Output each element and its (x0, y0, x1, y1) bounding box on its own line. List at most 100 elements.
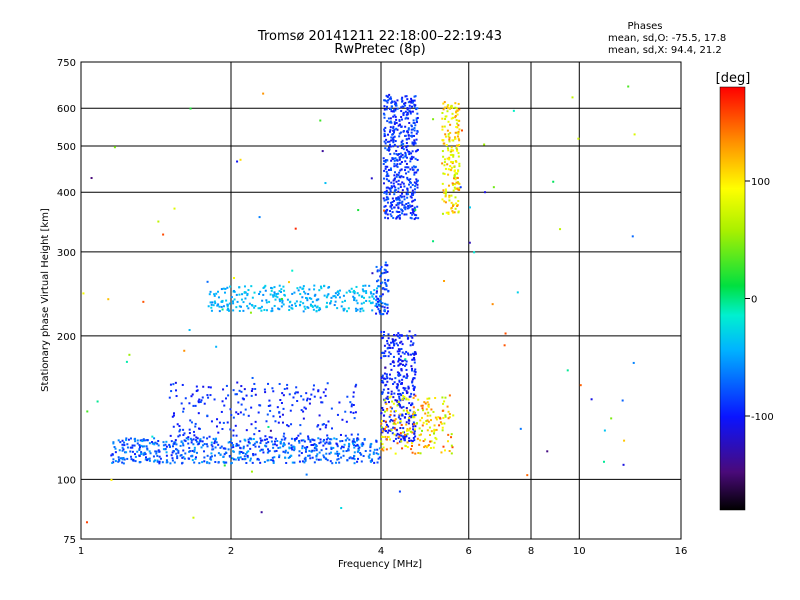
echo-point (254, 420, 257, 423)
echo-point (301, 447, 304, 450)
echo-point (402, 375, 405, 378)
echo-point (282, 444, 285, 447)
echo-point (375, 295, 378, 298)
echo-point (391, 105, 394, 108)
echo-point (124, 451, 127, 454)
echo-point (450, 148, 453, 151)
echo-point (304, 292, 307, 295)
echo-point (335, 461, 338, 464)
echo-point (385, 178, 388, 181)
echo-point (383, 209, 386, 212)
echo-point (433, 441, 436, 444)
echo-point (407, 134, 410, 137)
echo-point (610, 417, 613, 420)
echo-point (401, 200, 404, 203)
echo-point (209, 301, 212, 304)
echo-point (126, 457, 129, 460)
echo-point (411, 381, 414, 384)
echo-point (397, 364, 400, 367)
echo-point (425, 446, 428, 449)
echo-point (435, 428, 438, 431)
echo-point (398, 157, 401, 160)
echo-point (318, 442, 321, 445)
echo-point (390, 390, 393, 393)
echo-point (352, 395, 355, 398)
echo-point (383, 169, 386, 172)
echo-point (423, 401, 426, 404)
echo-point (389, 447, 392, 450)
echo-point (398, 404, 401, 407)
colorbar-label: [deg] (716, 71, 751, 86)
echo-point (360, 460, 363, 463)
echo-point (383, 372, 386, 375)
echo-point (357, 445, 360, 448)
echo-point (388, 143, 391, 146)
echo-point (451, 182, 454, 185)
echo-point (414, 198, 417, 201)
echo-point (442, 402, 445, 405)
echo-point (381, 305, 384, 308)
echo-point (412, 342, 415, 345)
echo-point (407, 166, 410, 169)
echo-point (400, 196, 403, 199)
echo-point (288, 447, 291, 450)
echo-point (195, 451, 198, 454)
echo-point (451, 116, 454, 119)
echo-point (395, 175, 398, 178)
echo-point (361, 307, 364, 310)
echo-point (203, 443, 206, 446)
echo-point (385, 170, 388, 173)
echo-point (173, 207, 176, 210)
echo-point (246, 456, 249, 459)
echo-point (416, 183, 419, 186)
echo-point (226, 308, 229, 311)
echo-point (315, 458, 318, 461)
echo-point (302, 302, 305, 305)
echo-point (384, 366, 387, 369)
echo-point (244, 452, 247, 455)
echo-point (339, 433, 342, 436)
echo-point (122, 456, 125, 459)
echo-point (454, 187, 457, 190)
echo-point (442, 155, 445, 158)
echo-point (416, 129, 419, 132)
echo-point (273, 456, 276, 459)
echo-point (385, 196, 388, 199)
echo-point (390, 187, 393, 190)
echo-point (183, 432, 186, 435)
echo-point (454, 207, 457, 210)
echo-point (178, 430, 181, 433)
echo-point (387, 337, 390, 340)
echo-point (257, 411, 260, 414)
echo-point (280, 305, 283, 308)
echo-point (143, 451, 146, 454)
echo-point (227, 448, 230, 451)
echo-point (405, 435, 408, 438)
echo-point (408, 204, 411, 207)
echo-point (194, 456, 197, 459)
echo-point (402, 111, 405, 114)
echo-point (320, 287, 323, 290)
echo-point (456, 148, 459, 151)
echo-point (336, 307, 339, 310)
echo-point (90, 177, 93, 180)
echo-point (271, 309, 274, 312)
echo-point (372, 452, 375, 455)
echo-point (110, 454, 113, 457)
echo-point (295, 386, 298, 389)
echo-point (395, 342, 398, 345)
echo-point (325, 458, 328, 461)
echo-point (406, 375, 409, 378)
echo-point (317, 424, 320, 427)
echo-point (389, 120, 392, 123)
echo-point (299, 286, 302, 289)
echo-point (627, 85, 630, 88)
echo-point (381, 391, 384, 394)
echo-point (162, 233, 165, 236)
echo-point (264, 391, 267, 394)
echo-point (306, 446, 309, 449)
echo-point (408, 415, 411, 418)
echo-point (453, 169, 456, 172)
echo-point (383, 205, 386, 208)
